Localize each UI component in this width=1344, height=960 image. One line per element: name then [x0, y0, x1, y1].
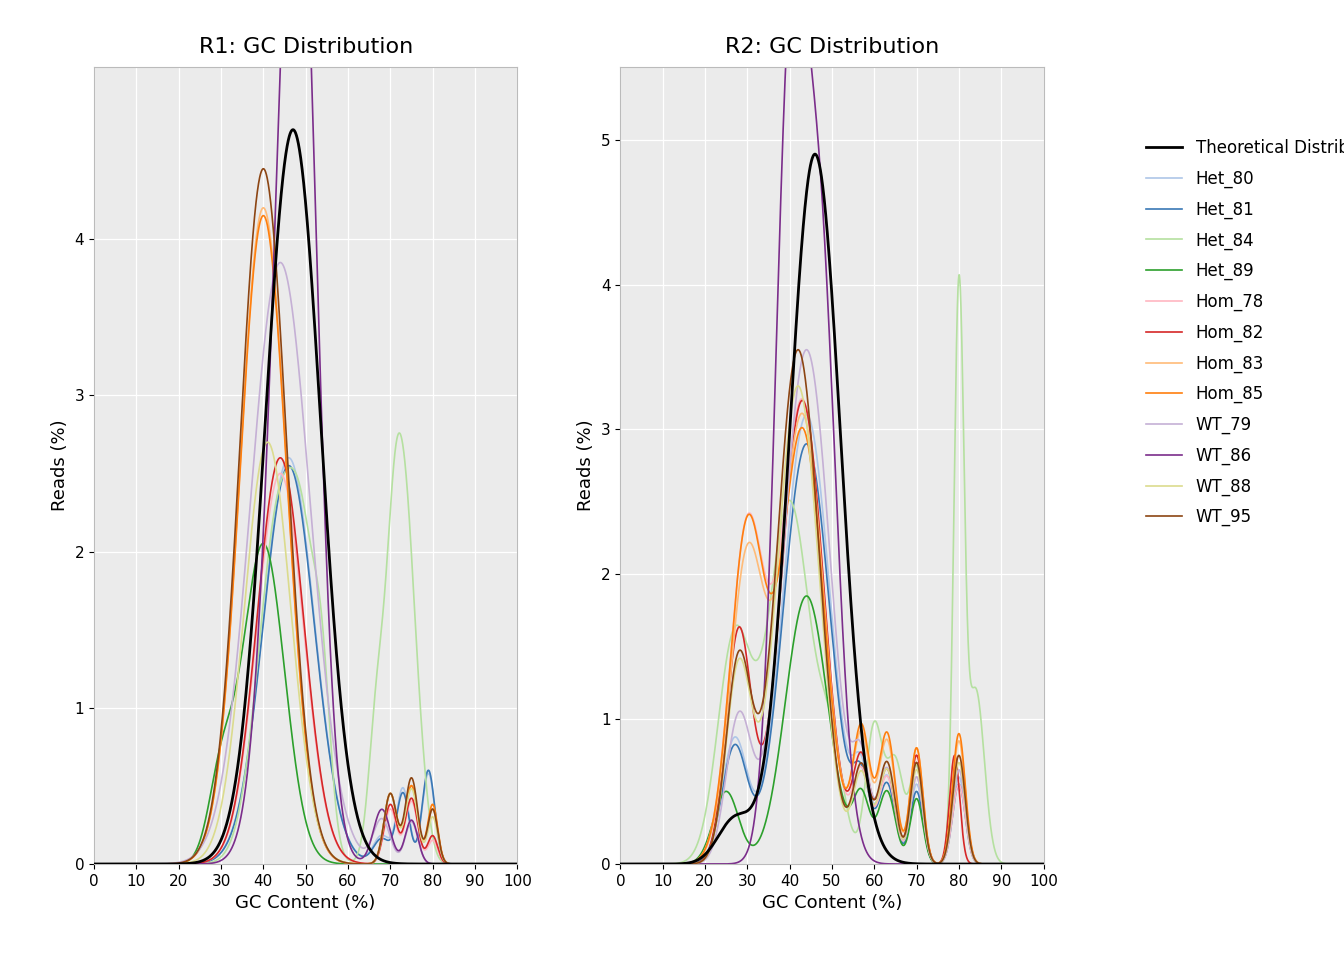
Y-axis label: Reads (%): Reads (%) — [51, 420, 69, 512]
Y-axis label: Reads (%): Reads (%) — [578, 420, 595, 512]
X-axis label: GC Content (%): GC Content (%) — [235, 895, 376, 912]
Legend: Theoretical Distribution, Het_80, Het_81, Het_84, Het_89, Hom_78, Hom_82, Hom_83: Theoretical Distribution, Het_80, Het_81… — [1145, 139, 1344, 526]
X-axis label: GC Content (%): GC Content (%) — [762, 895, 902, 912]
Title: R2: GC Distribution: R2: GC Distribution — [724, 37, 939, 58]
Title: R1: GC Distribution: R1: GC Distribution — [199, 37, 413, 58]
